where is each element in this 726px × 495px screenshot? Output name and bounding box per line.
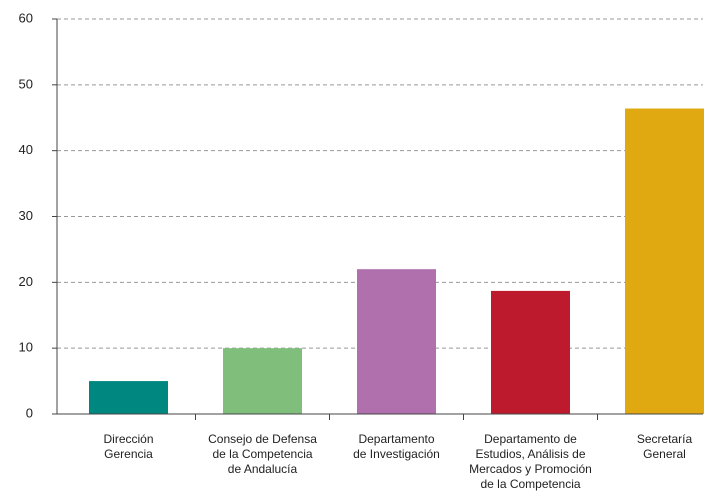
bar (625, 108, 704, 415)
x-tick-label: Estudios, Análisis de (475, 447, 585, 461)
x-tick-label: de la Competencia (212, 447, 312, 461)
bar (491, 290, 570, 414)
x-tick-label: Mercados y Promoción (469, 462, 592, 476)
y-tick-label: 10 (19, 340, 33, 355)
x-tick-label: de Andalucía (228, 462, 298, 476)
x-tick-label: Departamento (358, 432, 434, 446)
y-tick-label: 0 (26, 405, 33, 420)
bar (357, 269, 436, 414)
bar (89, 381, 168, 414)
x-tick-label: de Investigación (353, 447, 440, 461)
x-tick-label: Departamento de (484, 432, 577, 446)
x-tick-label: Consejo de Defensa (208, 432, 317, 446)
x-tick-label: de la Competencia (480, 477, 580, 491)
bar (223, 348, 302, 414)
x-tick-label: General (643, 447, 686, 461)
y-tick-label: 60 (19, 10, 33, 25)
y-tick-label: 40 (19, 142, 33, 157)
y-tick-label: 30 (19, 208, 33, 223)
x-tick-label: Secretaría (637, 432, 693, 446)
x-tick-label: Gerencia (104, 447, 153, 461)
y-tick-label: 20 (19, 274, 33, 289)
x-tick-label: Dirección (103, 432, 153, 446)
y-tick-label: 50 (19, 76, 33, 91)
